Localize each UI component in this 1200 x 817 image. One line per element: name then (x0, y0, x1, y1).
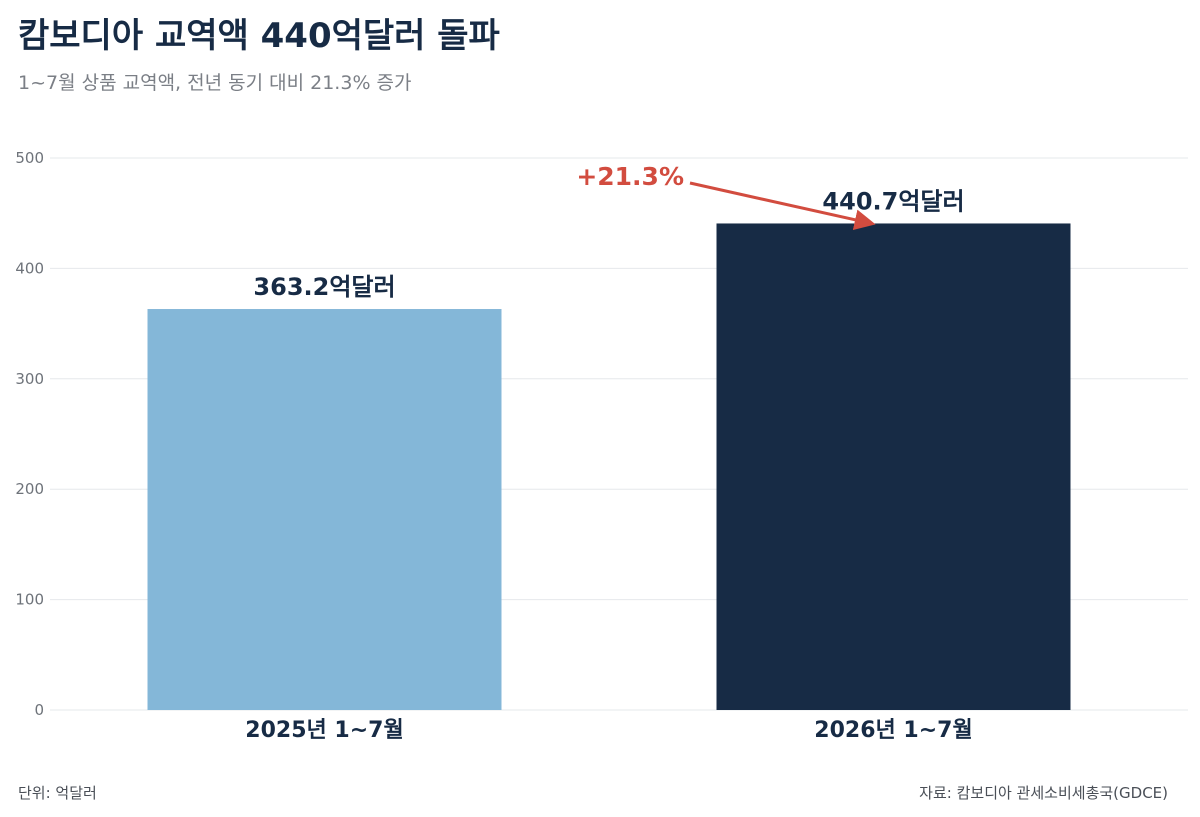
data-label: 363.2억달러 (253, 273, 395, 301)
change-arrow (689, 181, 876, 231)
y-tick-label: 200 (15, 480, 44, 498)
chart-title: 캄보디아 교역액 440억달러 돌파 (18, 16, 500, 56)
y-tick-label: 500 (15, 149, 44, 167)
change-annotation: +21.3% (576, 162, 684, 191)
y-tick-label: 0 (34, 701, 44, 719)
y-tick-label: 100 (15, 591, 44, 609)
unit-note: 단위: 억달러 (18, 784, 97, 802)
x-category-label: 2026년 1~7월 (814, 718, 972, 743)
y-tick-label: 300 (15, 370, 44, 388)
source-note: 자료: 캄보디아 관세소비세총국(GDCE) (919, 784, 1168, 802)
bar (147, 309, 502, 710)
y-tick-label: 400 (15, 259, 44, 277)
bar (716, 223, 1071, 710)
chart-subtitle: 1~7월 상품 교역액, 전년 동기 대비 21.3% 증가 (18, 72, 412, 94)
x-category-label: 2025년 1~7월 (245, 718, 403, 743)
data-label: 440.7억달러 (822, 187, 964, 215)
